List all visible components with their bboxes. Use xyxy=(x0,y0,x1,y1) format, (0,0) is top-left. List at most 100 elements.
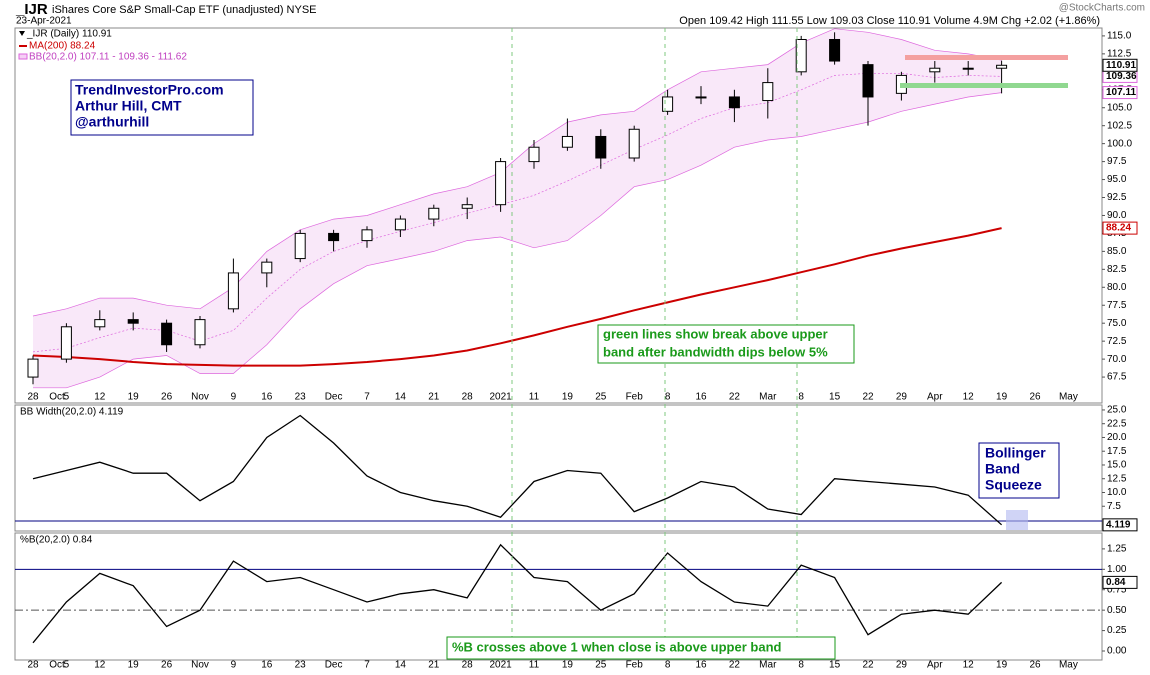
y-tick-label: 0.75 xyxy=(1107,584,1127,595)
candle-body xyxy=(795,38,807,73)
x-tick-label: 26 xyxy=(161,660,173,671)
candle-body xyxy=(628,128,640,159)
candle-body xyxy=(862,64,874,98)
x-tick-label: 19 xyxy=(996,660,1008,671)
x-tick-label: 22 xyxy=(862,392,874,403)
y-tick-label: 75.0 xyxy=(1107,318,1127,329)
squeeze-line-text: Band xyxy=(985,461,1020,477)
x-tick-label: 19 xyxy=(128,392,140,403)
x-tick-label: 7 xyxy=(364,392,370,403)
x-tick-label: 26 xyxy=(1029,660,1041,671)
y-tick-label: 102.5 xyxy=(1107,120,1132,131)
x-tick-label: 23 xyxy=(295,392,307,403)
security-name: iShares Core S&P Small-Cap ETF (unadjust… xyxy=(52,4,317,16)
x-tick-label: 8 xyxy=(665,392,671,403)
x-tick-label: Feb xyxy=(626,660,644,671)
candle-body xyxy=(261,261,273,274)
squeeze-box xyxy=(978,442,1060,499)
candle-body xyxy=(60,326,72,360)
author-line: TrendInvestorPro.com xyxy=(75,82,224,98)
candle-body xyxy=(394,218,406,231)
candle-body xyxy=(161,322,173,346)
y-tick-label: 0.00 xyxy=(1107,646,1127,657)
x-tick-label: 2021 xyxy=(489,660,512,671)
x-tick-label: 14 xyxy=(395,660,407,671)
x-tick-label: May xyxy=(1059,392,1078,403)
x-tick-label: Mar xyxy=(759,660,777,671)
resistance-zone xyxy=(905,55,1068,60)
y-tick-label: 115.0 xyxy=(1107,31,1132,42)
y-tick-label: 1.25 xyxy=(1107,544,1127,555)
x-tick-label: 7 xyxy=(364,660,370,671)
x-tick-label: 2021 xyxy=(489,392,512,403)
candle-body xyxy=(461,204,473,209)
y-tick-label: 72.5 xyxy=(1107,336,1127,347)
candle-body xyxy=(728,96,740,109)
candle-body xyxy=(94,319,106,328)
x-tick-label: 25 xyxy=(595,392,607,403)
author-box xyxy=(70,79,254,136)
x-tick-label: Nov xyxy=(191,660,209,671)
x-tick-label: 29 xyxy=(896,660,908,671)
y-tick-label: 92.5 xyxy=(1107,192,1127,203)
candle-body xyxy=(194,319,206,346)
y-tick-label: 7.5 xyxy=(1107,501,1121,512)
moving-average xyxy=(32,227,1002,367)
x-tick-label: 8 xyxy=(798,392,804,403)
note-line: green lines show break above upper xyxy=(603,326,828,341)
value-tag xyxy=(1102,221,1138,235)
width-panel xyxy=(14,404,1103,532)
candle-body xyxy=(595,135,607,159)
squeeze-line-text: Squeeze xyxy=(985,477,1042,493)
candle-body xyxy=(294,232,306,260)
pctb-note: %B crosses above 1 when close is above u… xyxy=(452,639,782,654)
y-tick-label: 17.5 xyxy=(1107,446,1127,457)
y-tick-label: 85.0 xyxy=(1107,246,1127,257)
x-tick-label: Nov xyxy=(191,392,209,403)
candle-body xyxy=(662,96,674,112)
x-tick-label: 21 xyxy=(428,392,440,403)
x-tick-label: Apr xyxy=(927,392,943,403)
pctb-panel xyxy=(14,532,1103,661)
x-tick-label: 26 xyxy=(1029,392,1041,403)
x-tick-label: 16 xyxy=(261,392,273,403)
x-tick-label: 22 xyxy=(729,660,741,671)
x-tick-label: 12 xyxy=(963,392,975,403)
x-tick-label: Dec xyxy=(325,660,343,671)
legend-swatch xyxy=(18,53,28,60)
x-tick-label: 11 xyxy=(529,392,540,403)
candle-body xyxy=(27,358,39,378)
y-tick-label: 105.0 xyxy=(1107,102,1132,113)
value-tag-label: 110.91 xyxy=(1106,60,1136,71)
legend-icon xyxy=(19,31,25,36)
x-tick-label: 12 xyxy=(94,392,106,403)
candle-body xyxy=(361,229,373,242)
candle-body xyxy=(428,207,440,220)
y-tick-label: 22.5 xyxy=(1107,418,1127,429)
candle-body xyxy=(762,82,774,102)
x-tick-label: Mar xyxy=(759,392,777,403)
x-tick-label: 8 xyxy=(665,660,671,671)
x-tick-label: 15 xyxy=(829,392,841,403)
x-tick-label: 9 xyxy=(231,392,237,403)
candle-body xyxy=(328,232,340,242)
y-tick-label: 77.5 xyxy=(1107,300,1127,311)
x-tick-label: 12 xyxy=(963,660,975,671)
y-tick-label: 97.5 xyxy=(1107,156,1127,167)
x-tick-label: 28 xyxy=(462,660,474,671)
legend-width: BB Width(20,2.0) 4.119 xyxy=(20,407,124,418)
x-month-label: Oct xyxy=(49,392,65,403)
y-tick-label: 12.5 xyxy=(1107,473,1127,484)
indicator-line xyxy=(32,414,1003,526)
candle-body xyxy=(561,135,573,148)
x-tick-label: Feb xyxy=(626,392,644,403)
candle-body xyxy=(996,64,1008,69)
x-tick-label: May xyxy=(1059,660,1078,671)
x-tick-label: 22 xyxy=(862,660,874,671)
y-tick-label: 112.5 xyxy=(1107,48,1132,59)
y-tick-label: 95.0 xyxy=(1107,174,1127,185)
x-month-label: Oct xyxy=(49,660,65,671)
author-line: @arthurhill xyxy=(75,114,149,130)
value-tag-label: 107.11 xyxy=(1106,87,1136,98)
